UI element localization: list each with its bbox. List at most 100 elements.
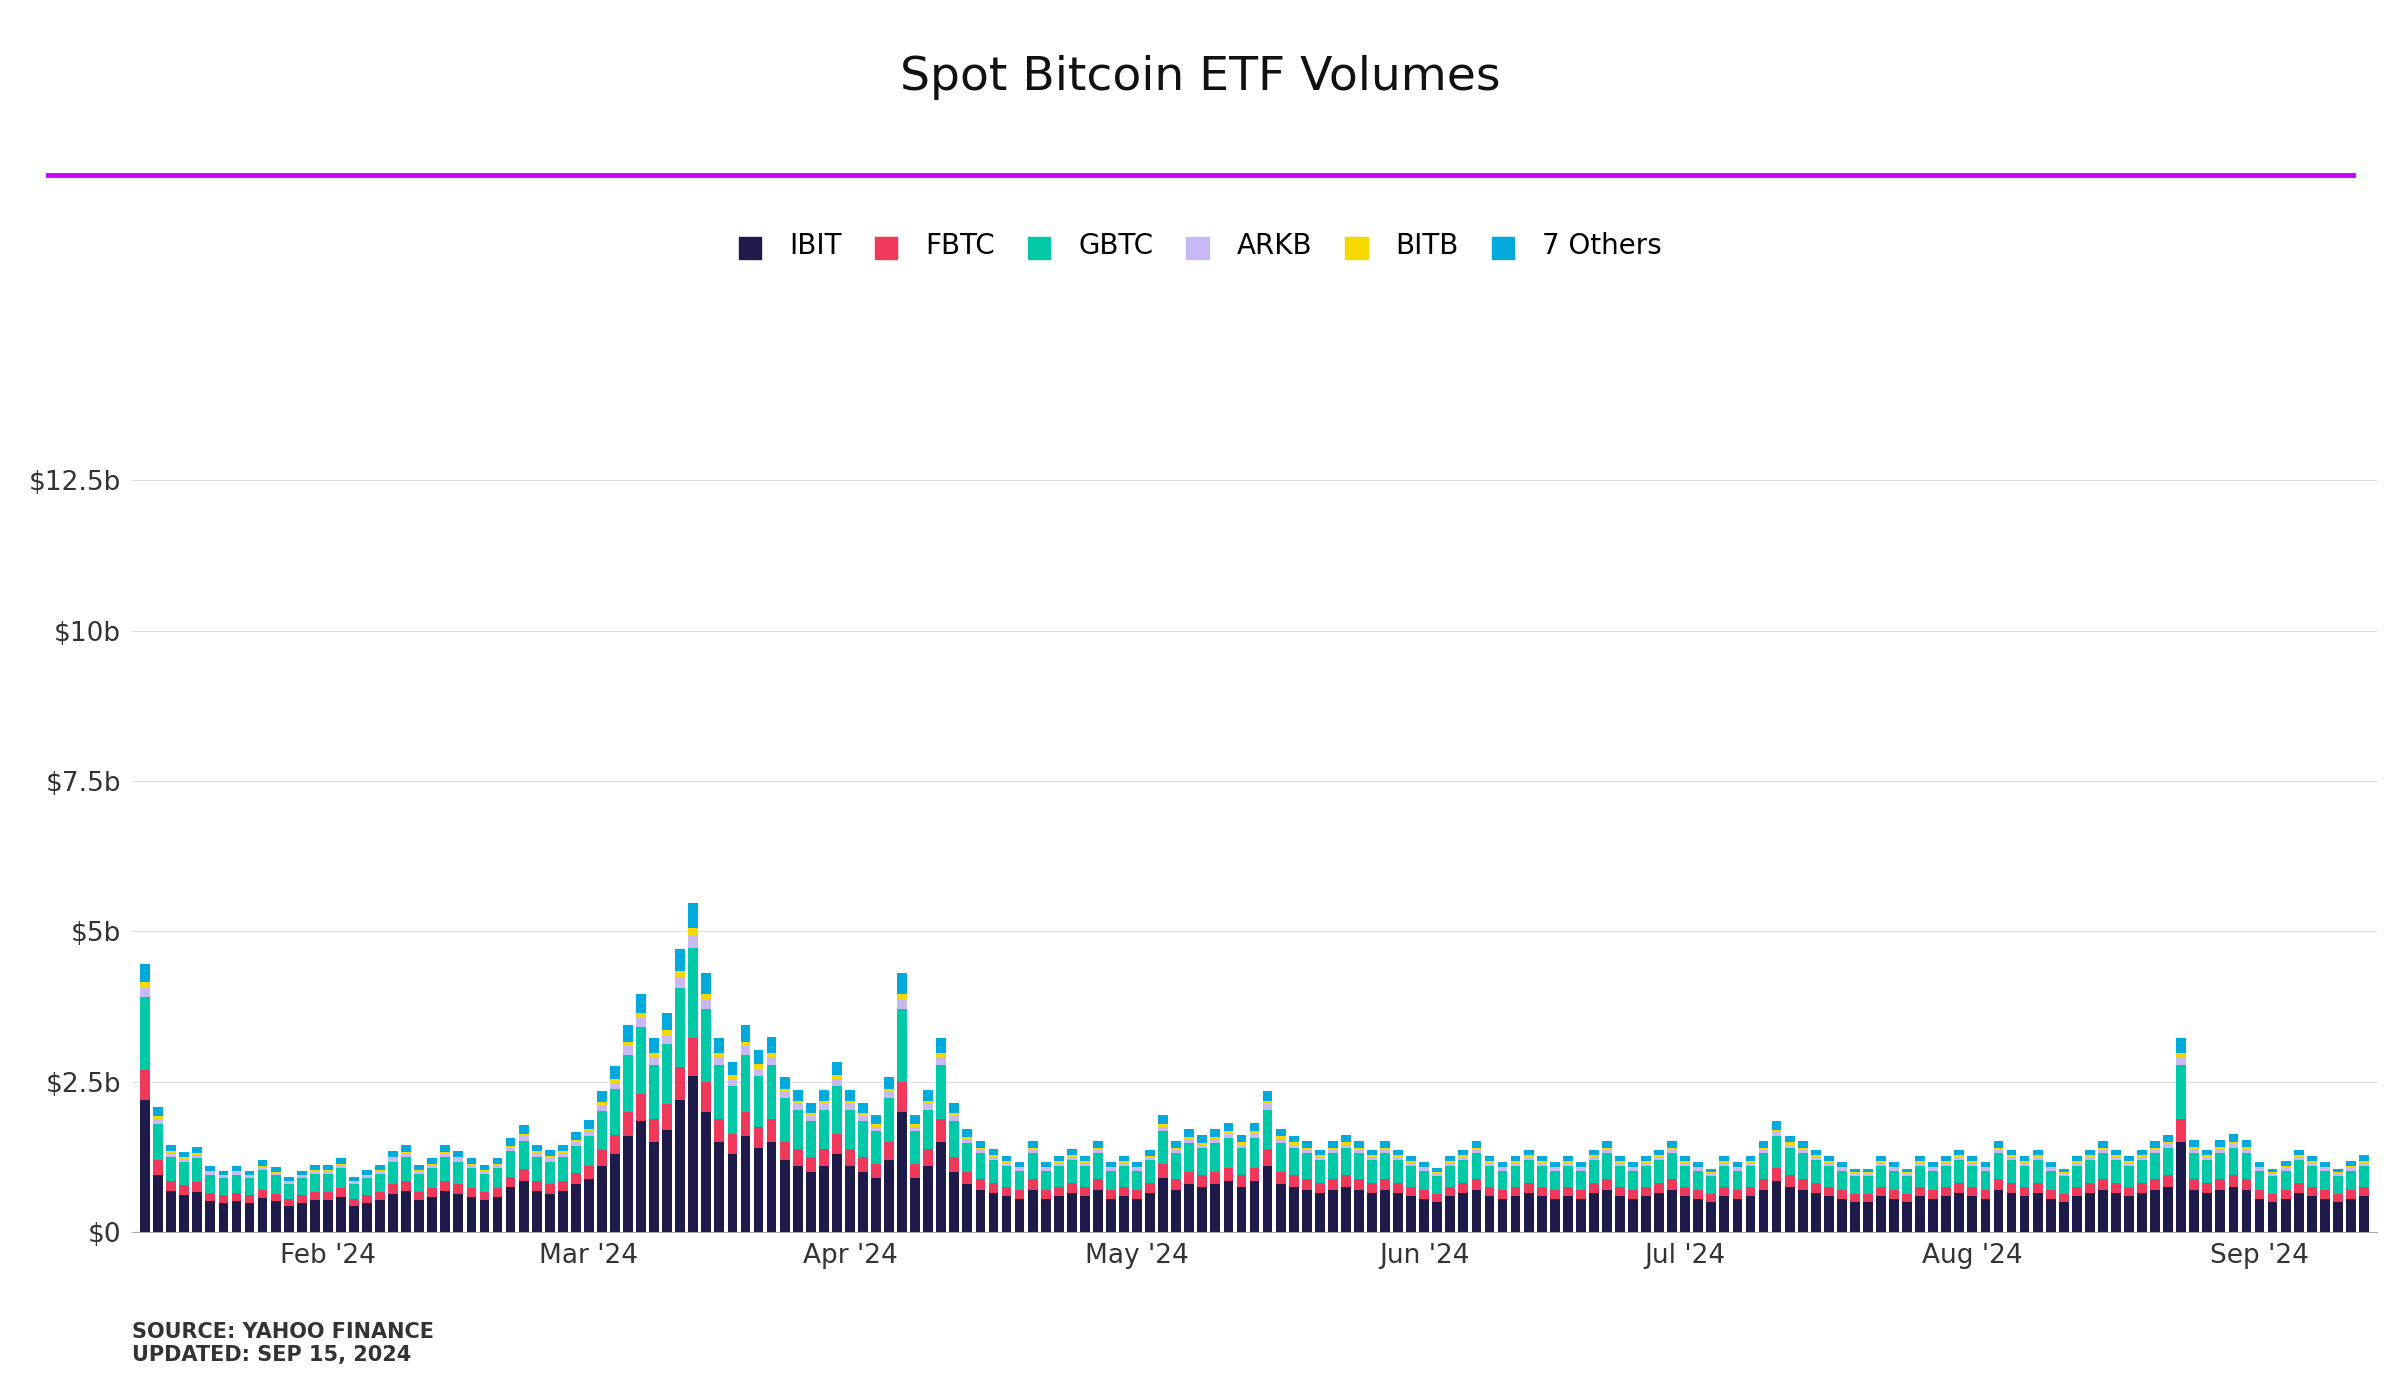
Bar xyxy=(1902,1194,1911,1203)
Bar xyxy=(336,1158,346,1163)
Bar xyxy=(1133,1162,1143,1166)
Bar xyxy=(1981,1170,1990,1190)
Bar xyxy=(1080,1187,1090,1196)
Bar xyxy=(624,1046,634,1054)
Bar xyxy=(1028,1148,1037,1149)
Bar xyxy=(1942,1161,1952,1163)
Bar xyxy=(1092,1141,1102,1148)
Bar xyxy=(492,1165,502,1168)
Bar xyxy=(336,1163,346,1165)
Bar xyxy=(2007,1183,2017,1193)
Bar xyxy=(192,1155,202,1158)
Bar xyxy=(910,1163,920,1177)
Bar xyxy=(1016,1168,1025,1170)
Bar xyxy=(2216,1154,2226,1179)
Bar xyxy=(910,1131,920,1163)
Bar xyxy=(936,1065,946,1119)
Bar xyxy=(845,1091,855,1102)
Bar xyxy=(1784,1187,1794,1232)
Bar xyxy=(1666,1141,1676,1148)
Bar xyxy=(507,1176,516,1187)
Bar xyxy=(833,1086,843,1134)
Bar xyxy=(1810,1158,1820,1161)
Bar xyxy=(2334,1173,2343,1176)
Bar xyxy=(1275,1137,1285,1138)
Bar xyxy=(624,1025,634,1042)
Bar xyxy=(1249,1180,1261,1232)
Legend: IBIT, FBTC, GBTC, ARKB, BITB, 7 Others: IBIT, FBTC, GBTC, ARKB, BITB, 7 Others xyxy=(740,231,1661,260)
Bar xyxy=(1301,1149,1311,1154)
Bar xyxy=(610,1079,619,1084)
Bar xyxy=(924,1110,934,1149)
Bar xyxy=(948,1121,960,1156)
Bar xyxy=(1092,1190,1102,1232)
Bar xyxy=(1133,1190,1143,1198)
Bar xyxy=(1237,1176,1246,1187)
Bar xyxy=(1681,1156,1690,1161)
Bar xyxy=(206,1193,216,1201)
Bar xyxy=(1157,1127,1167,1131)
Bar xyxy=(1851,1173,1861,1176)
Bar xyxy=(857,1121,867,1156)
Bar xyxy=(180,1152,190,1158)
Bar xyxy=(1784,1142,1794,1145)
Bar xyxy=(375,1173,384,1191)
Bar xyxy=(1198,1176,1208,1187)
Bar xyxy=(792,1105,802,1110)
Bar xyxy=(1575,1168,1585,1170)
Bar xyxy=(206,1170,216,1172)
Bar xyxy=(1758,1154,1770,1179)
Bar xyxy=(1666,1149,1676,1154)
Bar xyxy=(598,1091,607,1102)
Bar xyxy=(531,1180,543,1191)
Bar xyxy=(1393,1193,1402,1232)
Bar xyxy=(1119,1196,1128,1232)
Bar xyxy=(2137,1193,2146,1232)
Bar xyxy=(1366,1193,1376,1232)
Bar xyxy=(363,1196,372,1203)
Bar xyxy=(166,1145,175,1151)
Bar xyxy=(1184,1184,1193,1232)
Bar xyxy=(2267,1173,2279,1176)
Bar xyxy=(1407,1187,1417,1196)
Bar xyxy=(610,1154,619,1232)
Bar xyxy=(675,988,684,1067)
Bar xyxy=(348,1182,358,1184)
Bar xyxy=(2151,1141,2161,1148)
Bar xyxy=(1366,1155,1376,1158)
Bar xyxy=(375,1191,384,1200)
Bar xyxy=(2084,1158,2094,1161)
Bar xyxy=(1734,1198,1743,1232)
Bar xyxy=(624,1042,634,1046)
Bar xyxy=(1589,1149,1599,1155)
Bar xyxy=(1707,1176,1717,1194)
Bar xyxy=(324,1173,334,1191)
Bar xyxy=(271,1201,281,1232)
Bar xyxy=(439,1145,451,1152)
Bar xyxy=(1301,1190,1311,1232)
Bar xyxy=(598,1102,607,1105)
Bar xyxy=(792,1091,802,1102)
Bar xyxy=(1628,1168,1637,1170)
Bar xyxy=(766,1142,776,1232)
Bar xyxy=(833,1154,843,1232)
Bar xyxy=(819,1110,828,1149)
Bar xyxy=(401,1156,411,1180)
Bar xyxy=(507,1151,516,1176)
Bar xyxy=(1381,1190,1390,1232)
Bar xyxy=(1080,1161,1090,1163)
Bar xyxy=(180,1194,190,1232)
Bar xyxy=(480,1173,490,1191)
Bar xyxy=(583,1131,593,1135)
Bar xyxy=(884,1159,893,1232)
Bar xyxy=(1693,1168,1702,1170)
Bar xyxy=(636,1012,646,1018)
Bar xyxy=(1916,1156,1926,1161)
Bar xyxy=(1537,1163,1546,1166)
Bar xyxy=(454,1158,463,1162)
Bar xyxy=(571,1140,581,1142)
Bar xyxy=(1040,1190,1052,1198)
Bar xyxy=(139,983,149,988)
Bar xyxy=(1198,1148,1208,1176)
Bar xyxy=(689,948,699,1039)
